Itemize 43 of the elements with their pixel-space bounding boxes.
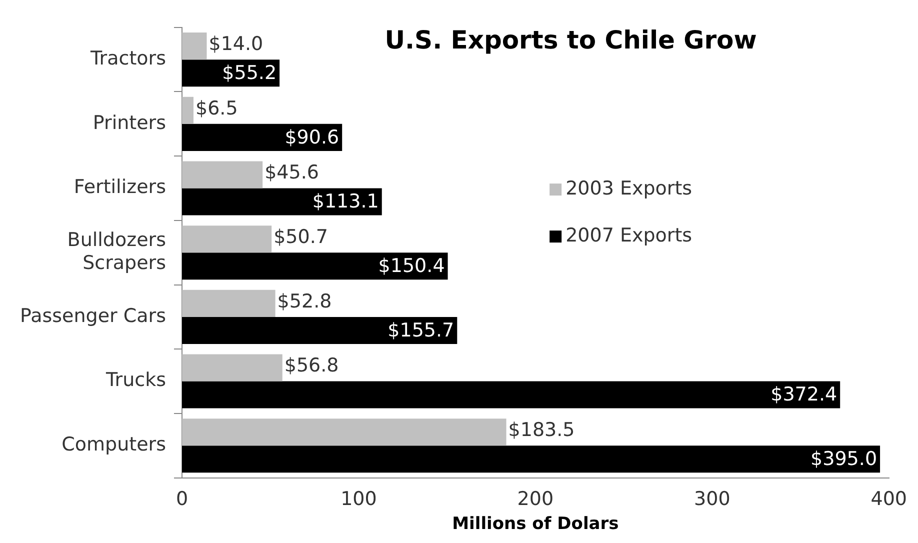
y-tick-label: Fertilizers xyxy=(74,176,166,198)
x-tick-label: 0 xyxy=(176,488,188,510)
bar xyxy=(182,188,382,216)
y-tick-label: Passenger Cars xyxy=(20,304,166,327)
y-tick-label: Bulldozers Scrapers xyxy=(67,229,166,274)
y-tick-label: Computers xyxy=(62,434,166,456)
bar xyxy=(182,446,880,473)
x-tick-label: 200 xyxy=(517,488,554,510)
data-label: $6.5 xyxy=(195,97,238,120)
x-axis-title: Millions of Dolars xyxy=(452,514,619,534)
x-tick-label: 400 xyxy=(870,488,907,510)
bar xyxy=(182,32,207,60)
bar xyxy=(182,226,272,253)
bar xyxy=(182,124,342,151)
bar xyxy=(182,290,276,317)
data-label: $150.4 xyxy=(378,255,445,278)
y-tick-label: Printers xyxy=(92,112,166,134)
data-label: $395.0 xyxy=(810,448,878,470)
data-label: $52.8 xyxy=(277,290,332,312)
data-label: $55.2 xyxy=(222,62,277,84)
data-label: $90.6 xyxy=(284,126,340,148)
chart-title: U.S. Exports to Chile Grow xyxy=(384,25,757,54)
bar xyxy=(182,161,263,188)
data-label: $45.6 xyxy=(264,162,319,184)
data-label: $183.5 xyxy=(508,419,575,442)
y-tick-label: Trucks xyxy=(104,369,166,392)
data-label: $50.7 xyxy=(274,226,328,248)
data-label: $56.8 xyxy=(284,354,339,377)
data-label: $14.0 xyxy=(208,32,264,55)
data-label: $113.1 xyxy=(312,190,379,213)
x-tick-label: 300 xyxy=(694,488,730,510)
data-label: $155.7 xyxy=(388,319,454,342)
bar xyxy=(182,354,282,382)
legend-label: 2007 Exports xyxy=(566,224,692,246)
bar xyxy=(182,96,194,124)
data-label: $372.4 xyxy=(770,384,838,406)
bar xyxy=(182,316,458,344)
legend-label: 2003 Exports xyxy=(566,177,692,200)
x-tick-label: 100 xyxy=(340,488,377,510)
bar xyxy=(182,418,506,446)
bar xyxy=(182,381,840,408)
bar xyxy=(182,252,448,280)
y-tick-label: Tractors xyxy=(90,48,166,70)
